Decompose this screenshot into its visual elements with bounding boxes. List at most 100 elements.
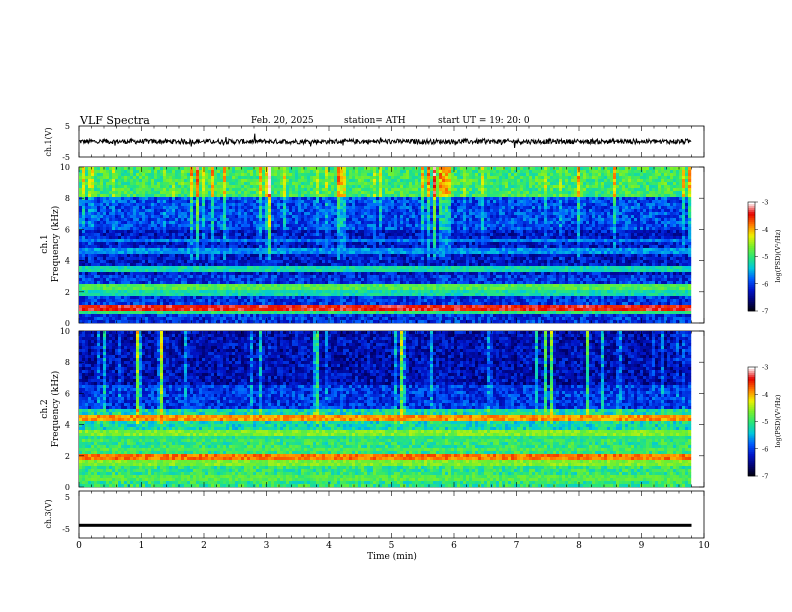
spectrogram-cell — [604, 170, 608, 174]
spectrogram-cell — [220, 206, 224, 210]
spectrogram-cell — [88, 191, 92, 195]
spectrogram-cell — [553, 203, 557, 207]
spectrogram-cell — [493, 200, 497, 204]
spectrogram-cell — [592, 188, 596, 192]
spectrogram-cell — [646, 188, 650, 192]
spectrogram-cell — [631, 218, 635, 222]
spectrogram-cell — [658, 224, 662, 228]
spectrogram-cell — [313, 173, 317, 177]
spectrogram-cell — [475, 176, 479, 180]
spectrogram-cell — [595, 182, 599, 186]
spectrogram-cell — [340, 197, 344, 201]
spectrogram-cell — [583, 179, 587, 183]
spectrogram-cell — [427, 197, 431, 201]
spectrogram-cell — [193, 200, 197, 204]
spectrogram-cell — [424, 203, 428, 207]
spectrogram-cell — [382, 221, 386, 225]
spectrogram-cell — [598, 188, 602, 192]
spectrogram-cell — [235, 218, 239, 222]
spectrogram-cell — [475, 203, 479, 207]
spectrogram-cell — [343, 218, 347, 222]
spectrogram-cell — [229, 218, 233, 222]
spectrogram-cell — [286, 218, 290, 222]
spectrogram-cell — [652, 230, 656, 234]
spectrogram-cell — [88, 194, 92, 198]
spectrogram-cell — [184, 227, 188, 231]
spectrogram-cell — [589, 218, 593, 222]
spectrogram-cell — [160, 185, 164, 189]
spectrogram-cell — [112, 194, 116, 198]
spectrogram-cell — [118, 227, 122, 231]
spectrogram-cell — [478, 167, 482, 171]
spectrogram-cell — [298, 212, 302, 216]
spectrogram-cell — [571, 206, 575, 210]
spectrogram-cell — [277, 209, 281, 213]
spectrogram-cell — [289, 236, 293, 240]
spectrogram-cell — [349, 185, 353, 189]
spectrogram-cell — [202, 206, 206, 210]
spectrogram-cell — [286, 176, 290, 180]
spectrogram-cell — [559, 209, 563, 213]
spectrogram-cell — [616, 236, 620, 240]
spectrogram-cell — [160, 173, 164, 177]
spectrogram-cell — [181, 191, 185, 195]
spectrogram-cell — [481, 173, 485, 177]
spectrogram-cell — [394, 179, 398, 183]
spectrogram-cell — [337, 197, 341, 201]
spectrogram-cell — [646, 191, 650, 195]
spectrogram-cell — [115, 218, 119, 222]
spectrogram-cell — [631, 194, 635, 198]
spectrogram-cell — [307, 221, 311, 225]
spectrogram-cell — [541, 194, 545, 198]
spectrogram-cell — [148, 230, 152, 234]
spectrogram-cell — [364, 197, 368, 201]
spectrogram-cell — [586, 194, 590, 198]
spectrogram-cell — [496, 194, 500, 198]
spectrogram-cell — [238, 170, 242, 174]
station-label: station= ATH — [344, 116, 406, 126]
spectrogram-cell — [100, 203, 104, 207]
spectrogram-cell — [520, 194, 524, 198]
spectrogram-cell — [376, 173, 380, 177]
spectrogram-cell — [193, 203, 197, 207]
spectrogram-cell — [199, 209, 203, 213]
spectrogram-cell — [328, 170, 332, 174]
spectrogram-cell — [376, 221, 380, 225]
spectrogram-cell — [523, 185, 527, 189]
spectrogram-cell — [322, 206, 326, 210]
spectrogram-cell — [670, 203, 674, 207]
spectrogram-cell — [496, 230, 500, 234]
spectrogram-cell — [451, 212, 455, 216]
spectrogram-cell — [103, 209, 107, 213]
spectrogram-cell — [325, 212, 329, 216]
spectrogram-cell — [373, 221, 377, 225]
spectrogram-cell — [538, 230, 542, 234]
spectrogram-cell — [349, 221, 353, 225]
spectrogram-cell — [229, 167, 233, 171]
spectrogram-cell — [448, 176, 452, 180]
spectrogram-cell — [106, 227, 110, 231]
spectrogram-cell — [328, 182, 332, 186]
spectrogram-cell — [556, 185, 560, 189]
spectrogram-cell — [121, 221, 125, 225]
spectrogram-cell — [352, 173, 356, 177]
spectrogram-cell — [517, 221, 521, 225]
spectrogram-cell — [496, 170, 500, 174]
spectrogram-cell — [628, 197, 632, 201]
spectrogram-cell — [346, 197, 350, 201]
spectrogram-cell — [112, 206, 116, 210]
spectrogram-cell — [304, 185, 308, 189]
spectrogram-cell — [499, 233, 503, 237]
spectrogram-cell — [343, 227, 347, 231]
spectrogram-cell — [388, 218, 392, 222]
spectrogram-cell — [346, 221, 350, 225]
spectrogram-cell — [448, 221, 452, 225]
spectrogram-cell — [592, 200, 596, 204]
spectrogram-cell — [619, 221, 623, 225]
spectrogram-cell — [382, 170, 386, 174]
spectrogram-cell — [184, 194, 188, 198]
spectrogram-cell — [103, 233, 107, 237]
spectrogram-cell — [376, 218, 380, 222]
spectrogram-cell — [466, 197, 470, 201]
spectrogram-cell — [577, 236, 581, 240]
